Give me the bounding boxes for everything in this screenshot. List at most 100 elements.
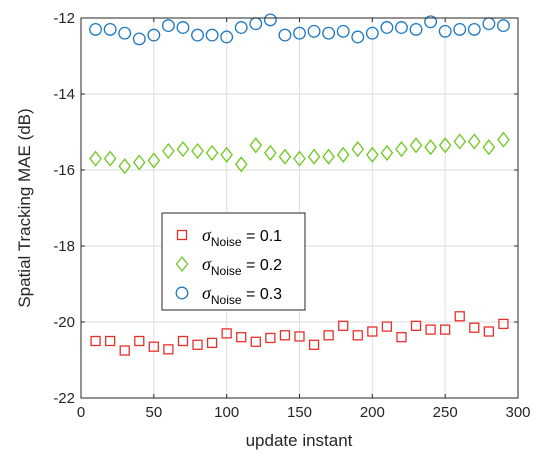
data-point-square — [236, 332, 247, 343]
data-point-square — [250, 336, 261, 347]
data-point-square — [367, 326, 378, 337]
data-point-circle — [103, 22, 117, 36]
legend-marker-diamond — [175, 255, 189, 273]
data-point-circle — [161, 19, 175, 33]
data-point-circle — [380, 21, 394, 34]
data-point-square — [163, 344, 174, 355]
legend-marker-square — [176, 229, 188, 241]
data-point-square — [104, 335, 116, 347]
data-point-square — [338, 320, 349, 331]
data-point-square — [265, 332, 276, 344]
data-point-diamond — [205, 144, 219, 161]
data-point-square — [469, 322, 480, 333]
tick-labels: 0 50 100 150 200 250 300 -22 -20 -18 -16 -14 -12 — [53, 10, 530, 421]
axis-ticks — [80, 17, 519, 399]
data-point-diamond — [497, 131, 510, 148]
data-point-diamond — [103, 150, 117, 167]
data-point-square — [440, 324, 451, 335]
data-point-diamond — [220, 146, 233, 163]
data-point-square — [90, 335, 101, 347]
data-point-diamond — [191, 142, 204, 160]
y-tick-label: -12 — [53, 10, 75, 27]
data-point-circle — [89, 22, 103, 36]
data-point-circle — [307, 24, 321, 38]
data-point-circle — [409, 22, 423, 36]
data-point-square — [279, 330, 291, 341]
data-point-circle — [293, 26, 306, 40]
data-point-circle — [467, 22, 481, 36]
data-point-circle — [278, 28, 292, 42]
data-point-circle — [453, 22, 467, 36]
data-point-square — [381, 321, 393, 332]
data-point-square — [134, 335, 145, 347]
x-tick-label: 50 — [145, 404, 162, 421]
x-tick-label: 100 — [214, 404, 239, 421]
data-point-circle — [336, 24, 350, 38]
data-point-circle — [322, 26, 336, 40]
data-point-diamond — [482, 139, 496, 156]
x-tick-label: 300 — [505, 404, 530, 421]
data-point-circle — [365, 26, 379, 40]
data-point-diamond — [336, 146, 350, 163]
x-tick-label: 150 — [287, 404, 312, 421]
data-point-circle — [132, 32, 146, 46]
data-point-circle — [191, 28, 204, 42]
data-point-diamond — [118, 158, 132, 175]
data-point-diamond — [424, 139, 437, 156]
data-point-diamond — [234, 156, 248, 173]
series-square — [90, 311, 509, 356]
x-axis-label: update instant — [246, 431, 353, 450]
y-tick-label: -18 — [53, 238, 75, 255]
data-point-square — [410, 320, 422, 331]
data-point-square — [308, 339, 320, 350]
legend: σNoise = 0.1 σNoise = 0.2 σNoise = 0.3 — [161, 212, 306, 311]
data-point-circle — [438, 24, 452, 38]
data-point-diamond — [264, 144, 277, 161]
data-point-circle — [263, 13, 277, 27]
data-point-circle — [176, 21, 190, 34]
data-point-square — [498, 318, 509, 330]
data-marks — [89, 13, 510, 356]
data-point-square — [177, 335, 189, 347]
data-point-diamond — [307, 148, 321, 165]
series-diamond — [89, 131, 510, 175]
legend-entry-label: σNoise = 0.1 — [202, 225, 282, 249]
data-point-diamond — [366, 146, 379, 163]
data-point-square — [119, 345, 130, 356]
data-point-square — [323, 330, 334, 341]
data-point-circle — [351, 30, 365, 44]
data-point-diamond — [293, 150, 306, 167]
data-point-diamond — [438, 137, 452, 154]
data-point-diamond — [176, 141, 190, 158]
y-axis-label: Spatial Tracking MAE (dB) — [15, 108, 34, 307]
legend-entry-label: σNoise = 0.2 — [202, 254, 282, 278]
data-point-square — [483, 326, 495, 337]
data-point-square — [352, 330, 363, 341]
y-tick-label: -14 — [53, 86, 75, 103]
data-point-diamond — [89, 150, 102, 167]
series-circle — [89, 13, 510, 46]
data-point-diamond — [322, 148, 335, 165]
data-point-circle — [147, 28, 161, 42]
data-point-circle — [118, 26, 132, 40]
x-tick-label: 200 — [360, 404, 385, 421]
data-point-circle — [424, 15, 438, 29]
data-point-circle — [234, 21, 248, 34]
data-point-square — [192, 339, 203, 350]
data-point-diamond — [380, 144, 394, 161]
data-point-diamond — [132, 154, 146, 171]
data-point-diamond — [467, 133, 481, 150]
data-point-diamond — [453, 133, 467, 150]
data-point-circle — [220, 30, 234, 44]
data-point-square — [206, 337, 218, 349]
x-tick-label: 250 — [433, 404, 458, 421]
legend-marker-circle — [175, 286, 189, 300]
data-point-circle — [395, 21, 408, 34]
data-point-diamond — [147, 152, 161, 169]
data-point-square — [425, 324, 436, 335]
legend-entry-label: σNoise = 0.3 — [202, 283, 282, 307]
data-point-square — [148, 341, 159, 352]
data-point-diamond — [249, 137, 263, 154]
data-point-diamond — [395, 141, 408, 158]
